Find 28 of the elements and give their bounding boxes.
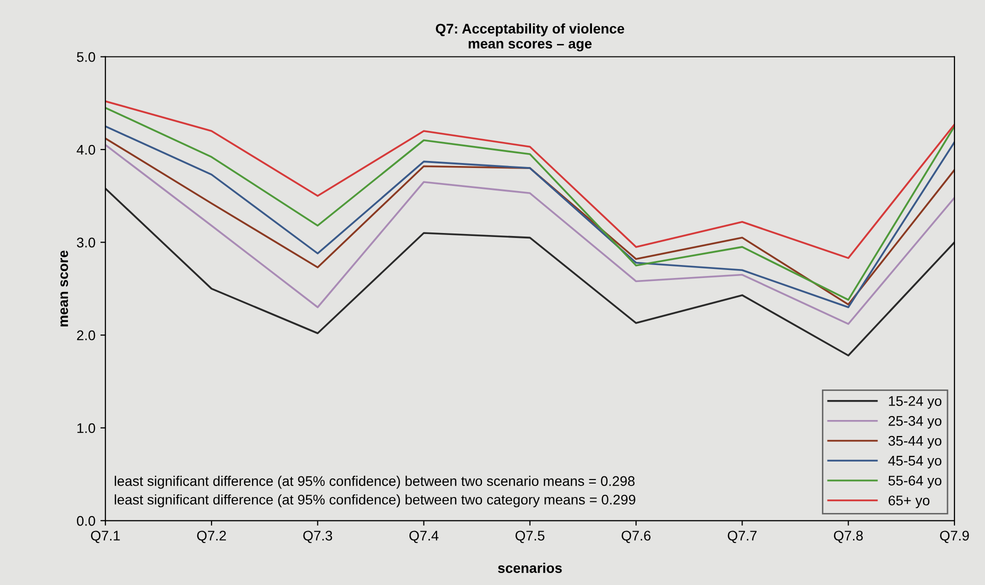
chart-title: Q7: Acceptability of violence mean scores – age: [436, 23, 624, 52]
y-tick-label: 3.0: [76, 238, 96, 248]
x-tick-label: Q7.8: [834, 530, 863, 544]
y-tick-label: 1.0: [77, 423, 96, 434]
line-series: [105, 188, 954, 356]
legend-label: 25-34 yo: [888, 416, 942, 429]
y-tick-label: 2.0: [77, 330, 96, 340]
y-tick-label: 4.0: [76, 144, 96, 155]
y-axis-title: mean score: [60, 250, 68, 326]
y-tick-label: 5.0: [76, 52, 96, 62]
x-tick-label: Q7.9: [940, 530, 969, 544]
line-series: [105, 100, 954, 259]
x-tick-label: Q7.7: [728, 530, 757, 544]
legend-label: 65+ yo: [888, 496, 930, 508]
x-tick-label: Q7.6: [622, 530, 651, 544]
legend-label: 45-54 yo: [888, 456, 942, 468]
x-tick-label: Q7.3: [303, 530, 332, 544]
x-tick-label: Q7.5: [516, 530, 544, 544]
x-tick-label: Q7.4: [409, 530, 438, 544]
legend-label: 15-24 yo: [888, 396, 942, 409]
y-tick-label: 0.0: [76, 516, 96, 526]
x-tick-label: Q7.2: [197, 530, 226, 544]
annotation: least significant difference (at 95% confidence) between two category means = 0.299: [114, 494, 636, 508]
annotation: least significant difference (at 95% confidence) between two scenario means = 0.298: [114, 476, 635, 489]
legend-label: 35-44 yo: [888, 436, 942, 448]
x-tick-label: Q7.1: [91, 530, 120, 544]
x-axis-title: scenarios: [498, 562, 562, 573]
legend-label: 55-64 yo: [888, 476, 942, 488]
